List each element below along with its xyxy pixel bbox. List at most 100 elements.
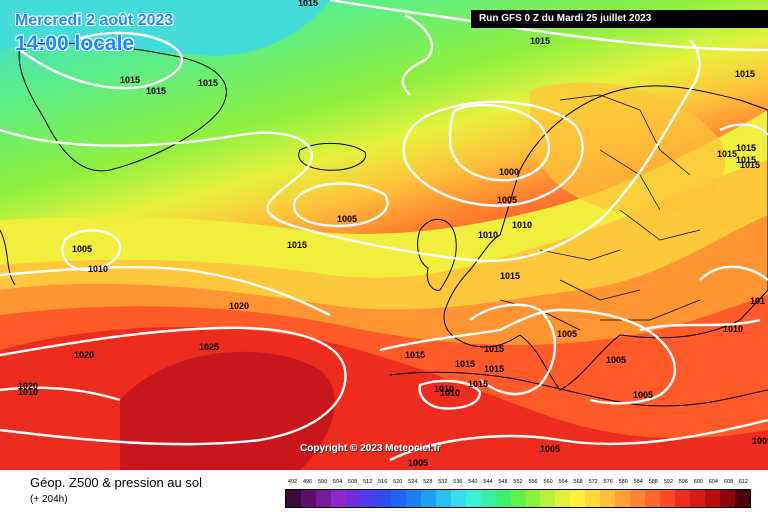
- isobar-iceland-low: [292, 182, 389, 228]
- legend-swatch: [450, 490, 466, 507]
- legend-swatch: [555, 490, 571, 507]
- isobar-1020-west: [0, 386, 121, 402]
- legend-tick-label: 592: [663, 479, 673, 485]
- pressure-label: 1005: [408, 458, 428, 468]
- isobar-south: [389, 418, 768, 462]
- pressure-label: 1015: [717, 149, 737, 159]
- legend-swatch: [465, 490, 481, 507]
- pressure-label: 1015: [500, 271, 520, 281]
- pressure-label: 1015: [736, 143, 756, 153]
- legend-tick-label: 540: [468, 479, 478, 485]
- z500-ridge-scandinavia: [530, 82, 726, 216]
- isobar-low-1005: [402, 100, 584, 207]
- legend-swatch: [330, 490, 346, 507]
- pressure-label: 1015: [298, 0, 318, 8]
- legend-tick-label: 568: [573, 479, 583, 485]
- legend-tick-label: 544: [483, 479, 493, 485]
- legend-tick-label: 612: [738, 479, 749, 485]
- legend-swatch: [300, 490, 316, 507]
- legend-swatch: [495, 490, 511, 507]
- legend-swatch: [405, 490, 421, 507]
- legend-swatch: [660, 490, 676, 507]
- legend-swatch: [720, 490, 736, 507]
- legend-tick-label: 512: [363, 479, 373, 485]
- pressure-label: 1025: [199, 342, 219, 352]
- legend-tick-label: 528: [423, 479, 433, 485]
- country-borders: [499, 94, 701, 331]
- pressure-label: 1005: [606, 355, 626, 365]
- isobar-low-1000: [448, 103, 551, 182]
- legend-swatch: [570, 490, 586, 507]
- legend-swatch: [510, 490, 526, 507]
- legend-swatch: [525, 490, 541, 507]
- legend-tick-label: 564: [558, 479, 568, 485]
- isobars: [0, 0, 768, 460]
- isobar-greenland: [19, 31, 184, 90]
- pressure-label: 1015: [735, 69, 755, 79]
- forecast-time: 14:00 locale: [15, 32, 135, 55]
- legend-swatch: [615, 490, 631, 507]
- pressure-label: 1010: [88, 264, 108, 274]
- pressure-label: 1010: [512, 220, 532, 230]
- legend-swatch: [480, 490, 496, 507]
- legend-tick-label: 532: [438, 479, 448, 485]
- isobar-europe-1015: [289, 39, 701, 263]
- pressure-labels: 1015 1015 1015 1015 1015 1015 1000 1005 …: [18, 0, 768, 468]
- legend-tick-label: 536: [453, 479, 463, 485]
- pressure-label: 1020: [74, 350, 94, 360]
- pressure-label: 1015: [484, 364, 504, 374]
- legend-tick-label: 504: [333, 479, 343, 485]
- isobar-labrador-low: [61, 229, 122, 272]
- isobar-1020-north: [0, 266, 331, 317]
- pressure-label: 1015: [405, 350, 425, 360]
- legend-swatch: [585, 490, 601, 507]
- legend-swatch: [286, 490, 301, 507]
- legend-tick-label: 596: [678, 479, 688, 485]
- pressure-label: 1000: [499, 167, 519, 177]
- legend-tick-label: 548: [498, 479, 508, 485]
- pressure-label: 1005: [337, 214, 357, 224]
- pressure-label: 1015: [736, 155, 756, 165]
- legend-tick-label: 600: [693, 479, 703, 485]
- color-legend: 492 496 500 504 508 512 516 520 524 528 532 536 540 5…: [285, 479, 751, 508]
- isobar-north: [329, 0, 768, 52]
- pressure-label: 1020: [18, 381, 38, 391]
- legend-ticks: 492 496 500 504 508 512 516 520 524 528 532 536 540 5…: [285, 479, 751, 489]
- footer-bar: Géop. Z500 & pression au sol (+ 204h) 49…: [0, 470, 768, 512]
- forecast-date: Mercredi 2 août 2023: [15, 12, 174, 29]
- britain-coast: [417, 218, 457, 291]
- weather-map: 1015 1015 1015 1015 1015 1015 1000 1005 …: [0, 0, 768, 470]
- legend-tick-label: 516: [378, 479, 388, 485]
- legend-tick-label: 580: [618, 479, 628, 485]
- pressure-label: 1015: [484, 344, 504, 354]
- pressure-label: 1005: [72, 244, 92, 254]
- pressure-label: 1020: [229, 301, 249, 311]
- pressure-label: 1015: [455, 359, 475, 369]
- canada-coast: [0, 229, 16, 286]
- pressure-label: 101: [750, 296, 765, 306]
- legend-swatch: [540, 490, 556, 507]
- legend-swatch: [390, 490, 406, 507]
- legend-swatch: [705, 490, 721, 507]
- legend-swatch: [735, 490, 751, 507]
- legend-swatch: [360, 490, 376, 507]
- isobar-atlantic-1015: [0, 128, 313, 227]
- pressure-label: 1010: [440, 388, 460, 398]
- legend-swatch: [690, 490, 706, 507]
- isobar-italy: [469, 303, 557, 396]
- pressure-label: 1010: [18, 387, 38, 397]
- legend-swatch: [675, 490, 691, 507]
- pressure-label: 1015: [287, 240, 307, 250]
- legend-tick-label: 608: [723, 479, 734, 485]
- legend-tick-label: 560: [543, 479, 553, 485]
- legend-swatch: [345, 490, 361, 507]
- legend-tick-label: 524: [408, 479, 418, 485]
- isobar-ne: [719, 123, 768, 136]
- legend-tick-label: 588: [648, 479, 658, 485]
- forecast-offset: (+ 204h): [30, 494, 68, 505]
- z500-band-darkred: [120, 351, 335, 470]
- pressure-label: 1015: [468, 379, 488, 389]
- iceland-coast: [298, 142, 367, 171]
- pressure-label: 1010: [434, 384, 454, 394]
- legend-tick-label: 572: [588, 479, 598, 485]
